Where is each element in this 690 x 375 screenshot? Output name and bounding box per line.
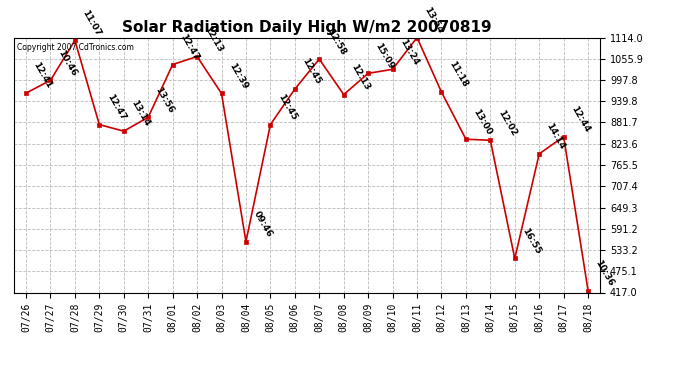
Text: 13:56: 13:56 (154, 85, 176, 114)
Text: 12:45: 12:45 (300, 57, 322, 86)
Text: 12:41: 12:41 (32, 61, 54, 90)
Title: Solar Radiation Daily High W/m2 20070819: Solar Radiation Daily High W/m2 20070819 (122, 20, 492, 35)
Text: 13:54: 13:54 (422, 5, 445, 35)
Text: 14:14: 14:14 (545, 122, 567, 151)
Text: 10:36: 10:36 (593, 259, 615, 288)
Text: 12:45: 12:45 (276, 92, 298, 122)
Text: 12:58: 12:58 (325, 27, 347, 56)
Text: 09:46: 09:46 (252, 210, 274, 239)
Text: 13:24: 13:24 (398, 37, 420, 66)
Text: 16:55: 16:55 (520, 226, 542, 256)
Text: 12:13: 12:13 (203, 24, 225, 54)
Text: 12:47: 12:47 (105, 92, 127, 122)
Text: Copyright 2007 CdTronics.com: Copyright 2007 CdTronics.com (17, 43, 134, 52)
Text: 13:00: 13:00 (471, 107, 493, 136)
Text: 11:18: 11:18 (447, 60, 469, 89)
Text: 12:02: 12:02 (496, 108, 518, 138)
Text: 10:46: 10:46 (56, 48, 78, 78)
Text: 12:13: 12:13 (349, 63, 371, 92)
Text: 15:09: 15:09 (374, 41, 396, 70)
Text: 11:07: 11:07 (81, 8, 103, 38)
Text: 12:39: 12:39 (227, 61, 249, 91)
Text: 13:14: 13:14 (129, 99, 152, 128)
Text: 12:47: 12:47 (178, 32, 200, 62)
Text: 12:44: 12:44 (569, 104, 591, 134)
